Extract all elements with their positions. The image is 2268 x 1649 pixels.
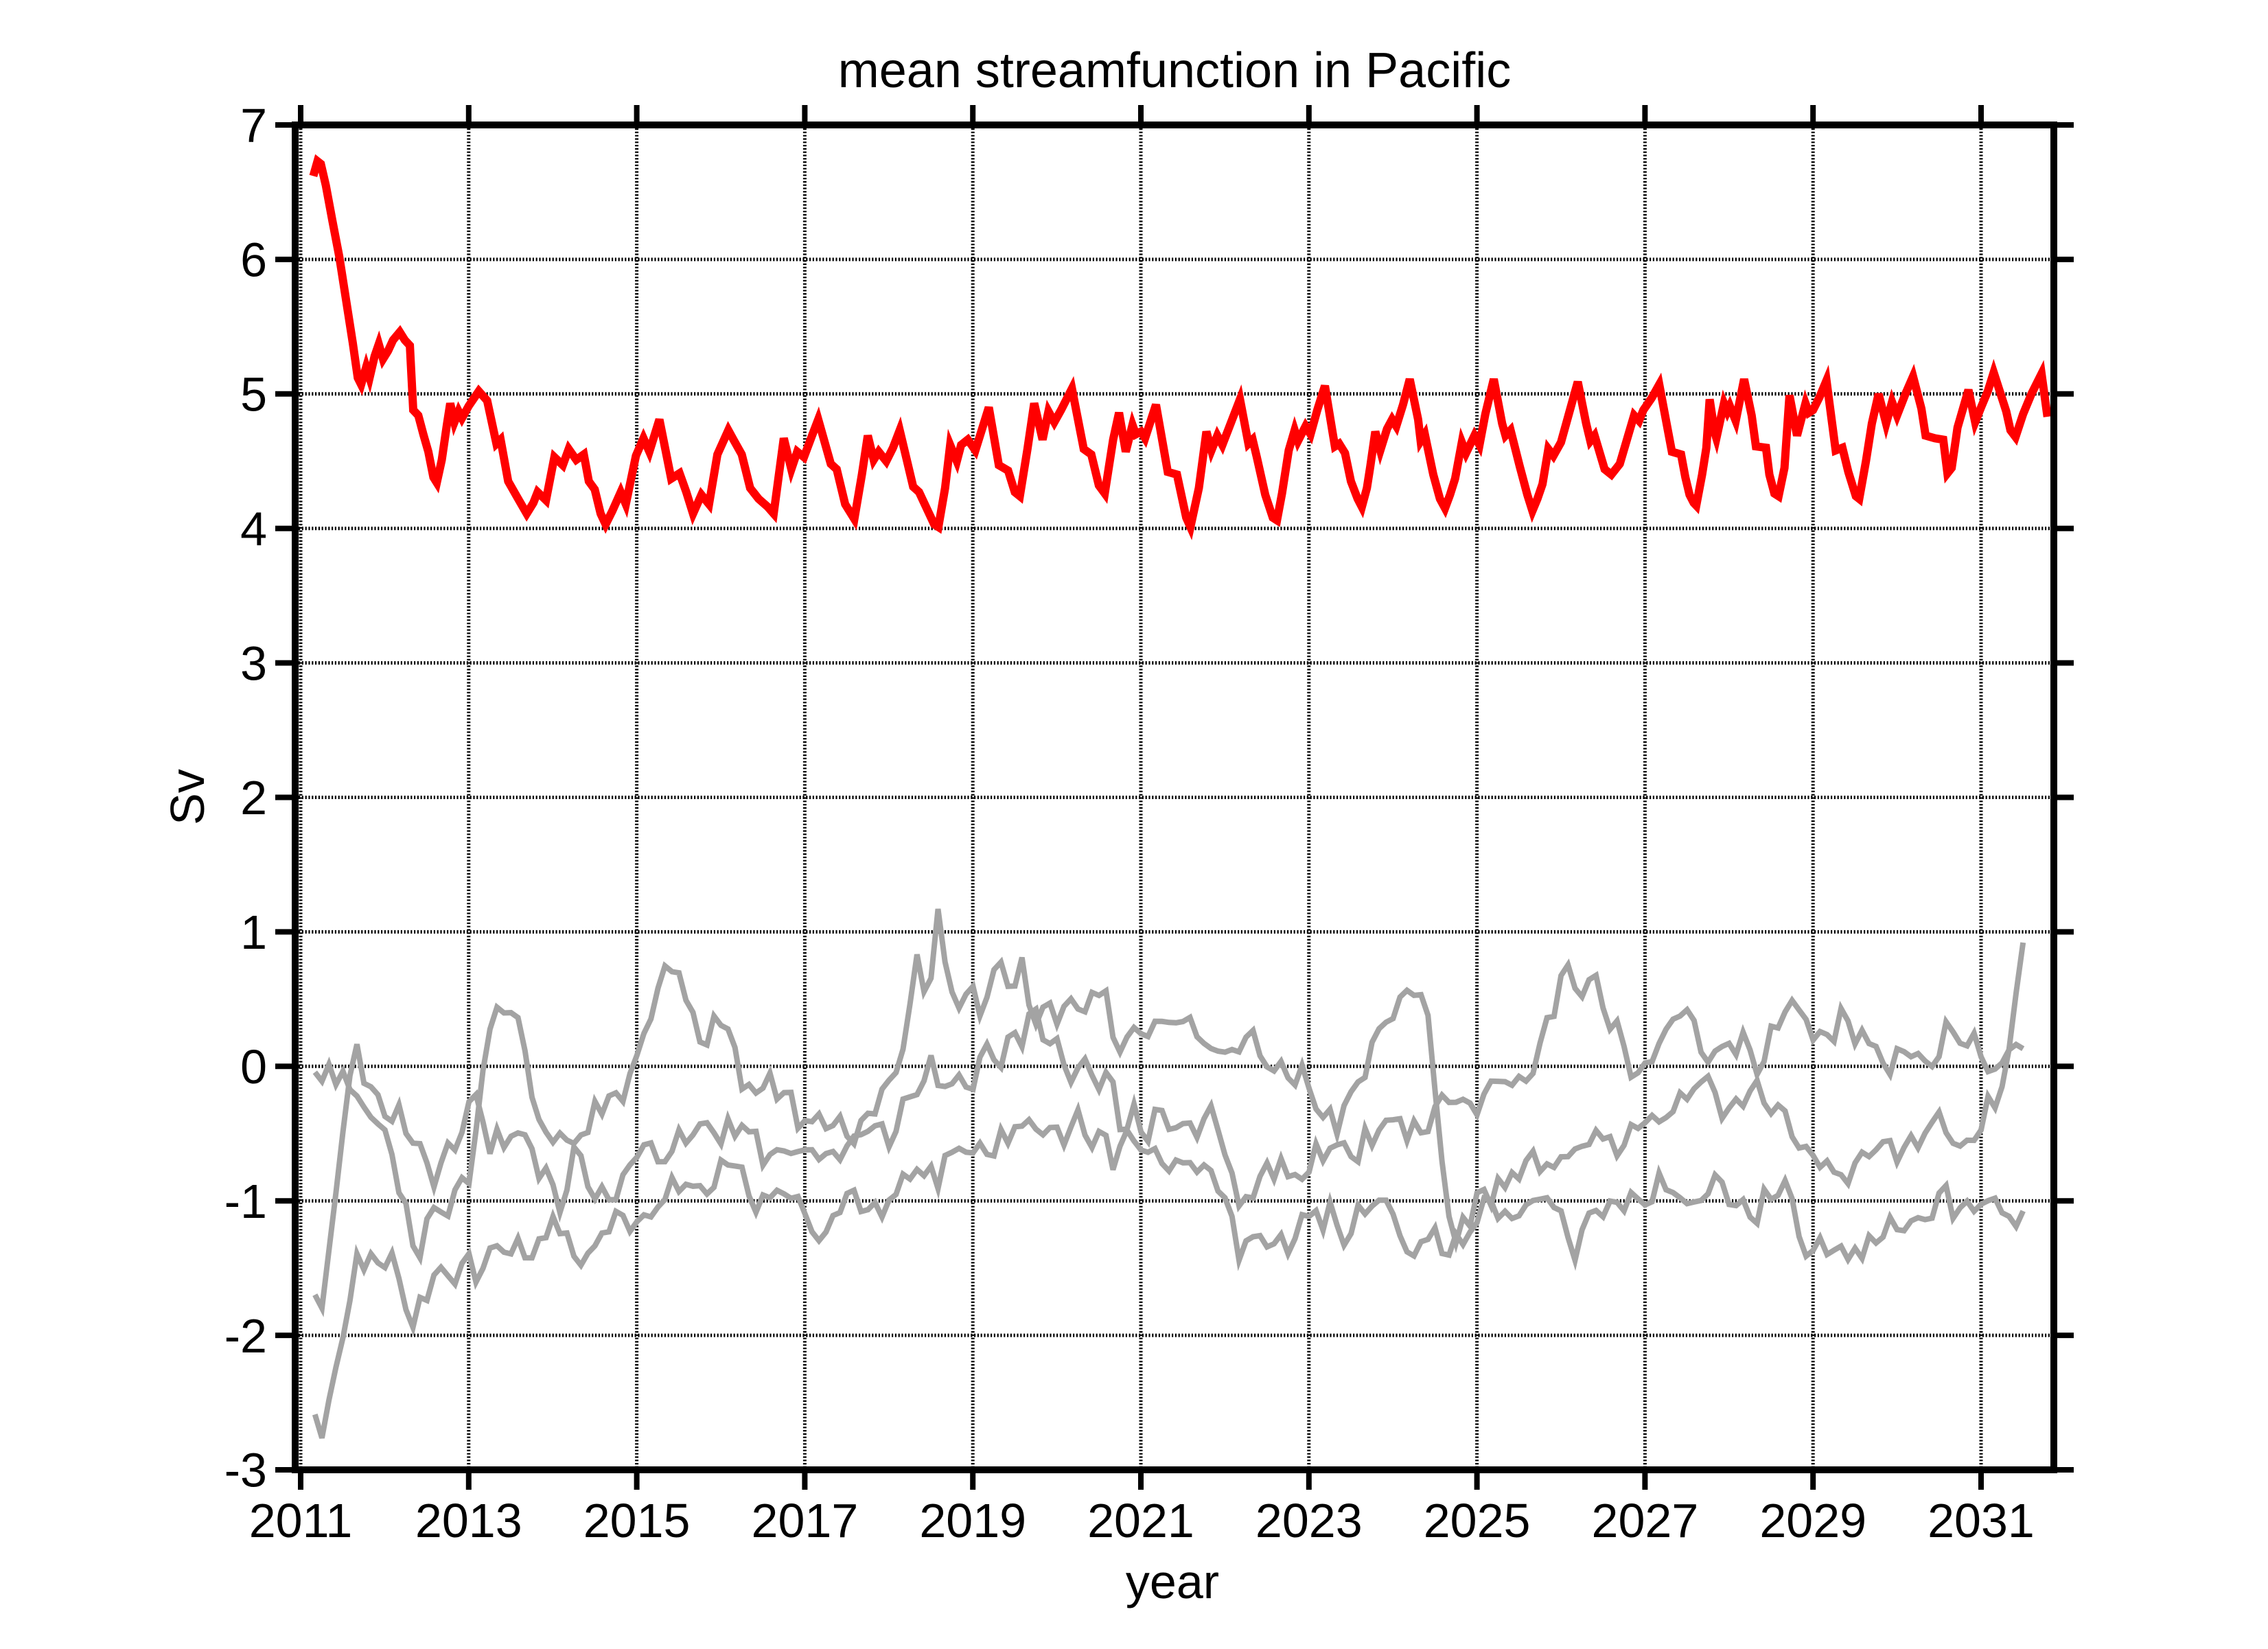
svg-text:2029: 2029 (1759, 1494, 1866, 1547)
svg-text:2027: 2027 (1592, 1494, 1699, 1547)
svg-text:-3: -3 (224, 1444, 267, 1497)
svg-text:Sv: Sv (161, 769, 214, 825)
svg-text:2: 2 (240, 771, 267, 824)
svg-text:2025: 2025 (1424, 1494, 1531, 1547)
svg-text:0: 0 (240, 1040, 267, 1094)
svg-text:5: 5 (240, 368, 267, 422)
svg-text:1: 1 (240, 906, 267, 959)
svg-text:2013: 2013 (415, 1494, 522, 1547)
svg-text:-1: -1 (224, 1175, 267, 1228)
svg-text:2021: 2021 (1087, 1494, 1194, 1547)
svg-text:2015: 2015 (583, 1494, 691, 1547)
svg-text:2031: 2031 (1928, 1494, 2035, 1547)
svg-text:2023: 2023 (1256, 1494, 1363, 1547)
svg-text:2011: 2011 (249, 1494, 353, 1547)
svg-text:2019: 2019 (919, 1494, 1026, 1547)
svg-text:2017: 2017 (752, 1494, 859, 1547)
svg-text:-2: -2 (224, 1309, 267, 1363)
svg-text:3: 3 (240, 636, 267, 690)
svg-text:6: 6 (240, 233, 267, 287)
svg-text:mean streamfunction in Pacific: mean streamfunction in Pacific (838, 43, 1511, 98)
svg-text:4: 4 (240, 502, 267, 555)
svg-text:7: 7 (240, 99, 267, 152)
svg-text:year: year (1126, 1555, 1219, 1608)
